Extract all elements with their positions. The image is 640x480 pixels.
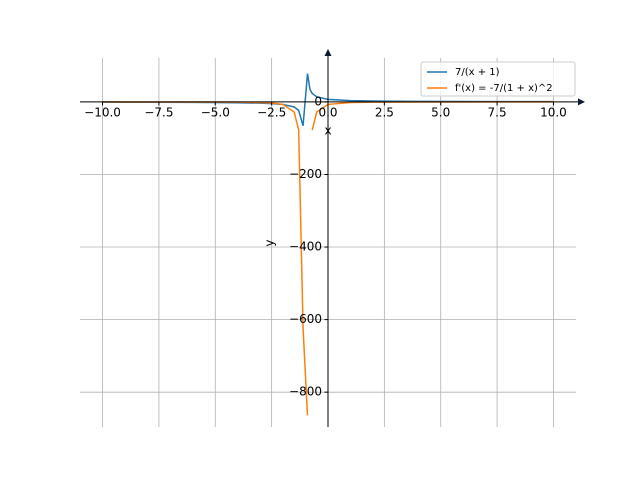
legend-label: f'(x) = -7/(1 + x)^2	[455, 83, 553, 94]
legend-label: 7/(x + 1)	[455, 67, 500, 78]
y-axis-label: y	[263, 239, 277, 246]
x-tick-label: 10.0	[540, 105, 567, 119]
x-tick-label: 7.5	[488, 105, 507, 119]
x-tick-label: −7.5	[144, 105, 173, 119]
axes: −10.0 −7.5 −5.0 −2.5 0.0 2.5 5.0 7.5 10.0−800−60…	[80, 49, 585, 427]
y-tick-label: −400	[289, 240, 322, 254]
x-axis-label: x	[324, 124, 331, 138]
x-tick-label: 5.0	[431, 105, 450, 119]
x-axis-arrow	[578, 98, 585, 106]
x-tick-label: −5.0	[201, 105, 230, 119]
y-tick-label: −600	[289, 312, 322, 326]
x-tick-label: 2.5	[375, 105, 394, 119]
x-tick-label: −2.5	[257, 105, 286, 119]
legend-box	[420, 61, 576, 97]
y-axis-arrow	[324, 49, 332, 56]
y-tick-label: −800	[289, 385, 322, 399]
x-tick-label: −10.0	[84, 105, 121, 119]
y-tick-label: −200	[289, 167, 322, 181]
